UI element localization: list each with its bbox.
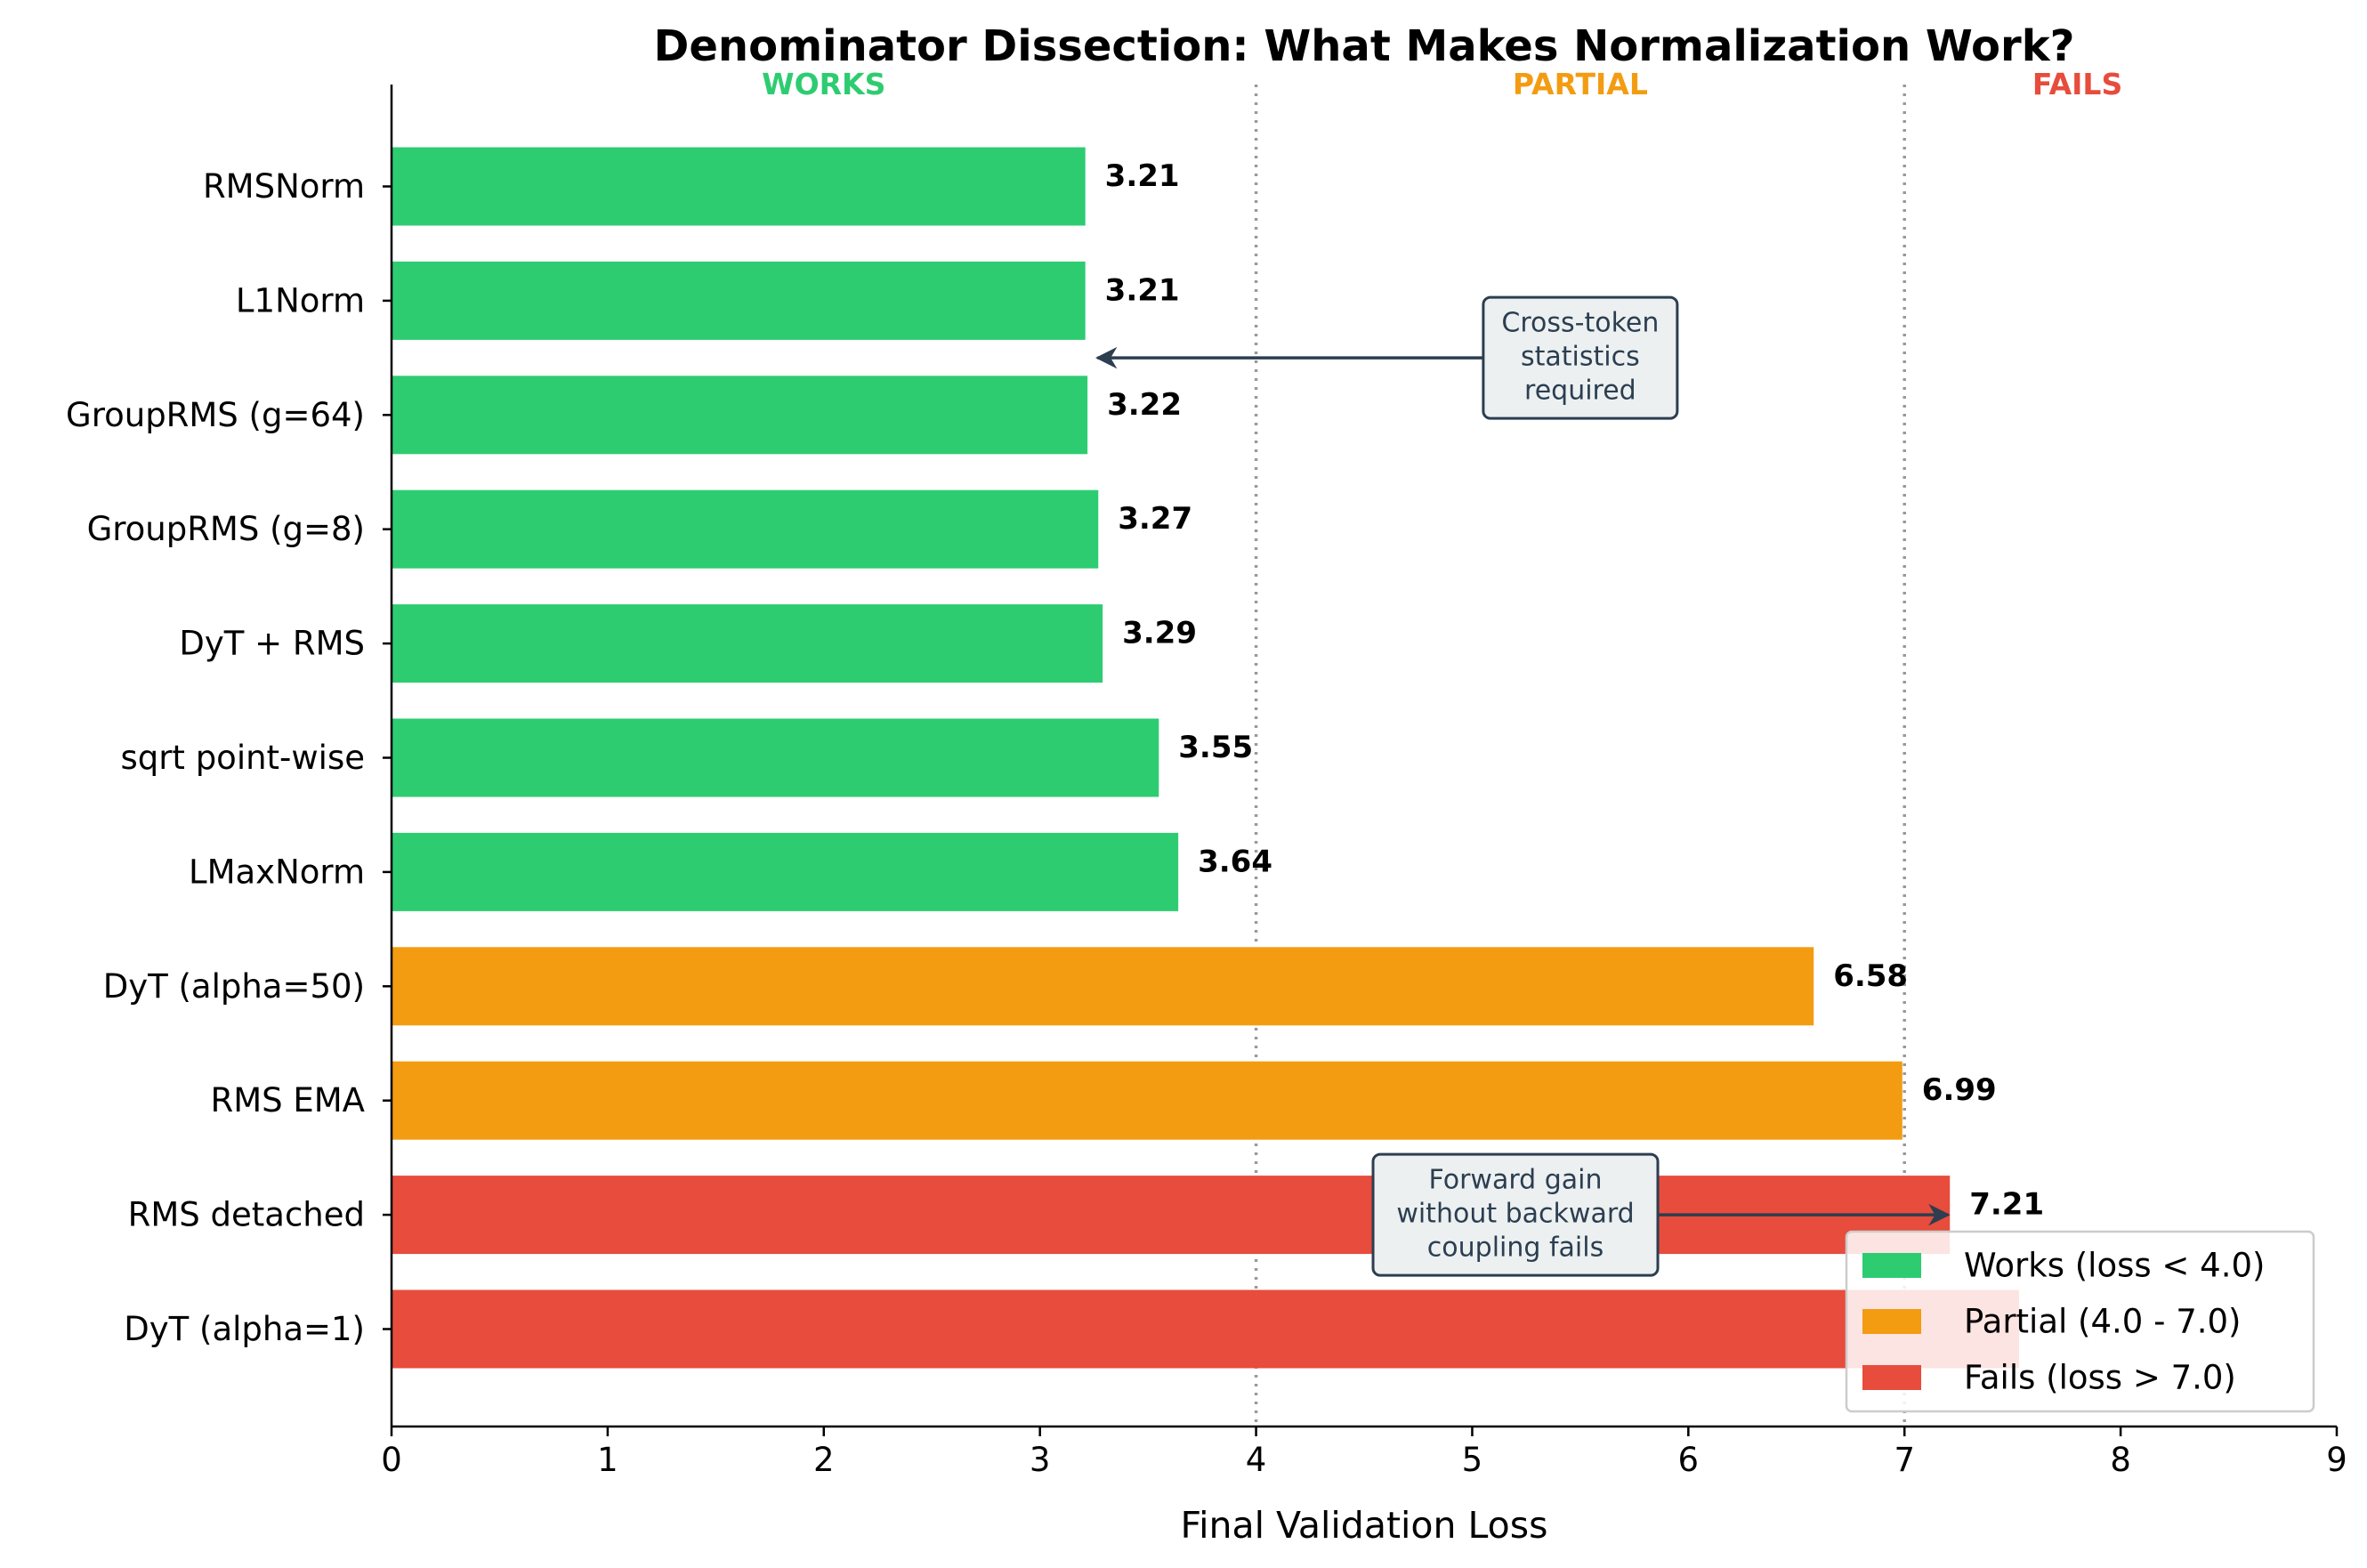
x-tick-label: 6 (1678, 1441, 1700, 1479)
category-label: GroupRMS (g=64) (66, 396, 365, 434)
chart-title: Denominator Dissection: What Makes Norma… (654, 21, 2075, 71)
value-label: 3.22 (1107, 387, 1182, 423)
value-label: 7.21 (1969, 1187, 2044, 1223)
value-label: 6.99 (1922, 1072, 1997, 1108)
legend-label: Works (loss < 4.0) (1964, 1247, 2265, 1285)
zone-label-partial: PARTIAL (1513, 67, 1648, 101)
value-label: 6.58 (1833, 958, 1908, 994)
legend-swatch (1862, 1309, 1921, 1334)
annotation-box (1482, 295, 1679, 420)
bar (392, 261, 1086, 340)
x-tick-label: 4 (1246, 1441, 1267, 1479)
x-tick-label: 9 (2326, 1441, 2347, 1479)
category-label: DyT (alpha=1) (124, 1310, 365, 1348)
category-label: LMaxNorm (189, 853, 365, 891)
annotation-box (1371, 1152, 1660, 1277)
annotation-text: coupling fails (1427, 1232, 1604, 1263)
value-label: 3.27 (1118, 501, 1192, 537)
value-label: 3.55 (1178, 730, 1253, 765)
category-label: L1Norm (236, 281, 365, 319)
legend-swatch (1862, 1365, 1921, 1390)
x-tick-label: 8 (2110, 1441, 2131, 1479)
x-tick-label: 5 (1462, 1441, 1483, 1479)
annotation-text: required (1524, 375, 1636, 406)
value-label: 3.21 (1105, 272, 1180, 308)
bar (392, 1061, 1902, 1140)
value-label: 3.29 (1122, 616, 1197, 651)
x-tick-label: 0 (381, 1441, 402, 1479)
x-tick-label: 2 (813, 1441, 835, 1479)
value-label: 3.64 (1198, 844, 1272, 879)
zone-label-fails: FAILS (2032, 67, 2122, 101)
annotation-text: Forward gain (1429, 1164, 1603, 1195)
category-label: GroupRMS (g=8) (87, 510, 365, 548)
bar-layer: 3.21 3.21 3.22 3.27 3.29 3.55 3.64 6.58 6.99 7.21 (392, 147, 2044, 1369)
annotation-text: Cross-token (1501, 307, 1659, 338)
bar (392, 1289, 2019, 1369)
annotation-text: statistics (1521, 341, 1640, 372)
bar (392, 718, 1159, 797)
zone-layer: WORKS PARTIAL FAILS (762, 67, 2122, 1427)
category-label: RMSNorm (203, 167, 365, 206)
category-label: DyT (alpha=50) (103, 967, 365, 1006)
x-tick-label: 1 (597, 1441, 618, 1479)
category-label: DyT + RMS (179, 625, 365, 663)
legend-label: Fails (loss > 7.0) (1964, 1359, 2236, 1397)
legend: Works (loss < 4.0) Partial (4.0 - 7.0) Fai… (1845, 1230, 2315, 1413)
x-axis-label: Final Validation Loss (1181, 1504, 1548, 1547)
bar (392, 147, 1086, 226)
x-tick-label: 3 (1030, 1441, 1051, 1479)
category-label: sqrt point-wise (120, 739, 365, 777)
zone-label-works: WORKS (762, 67, 885, 101)
x-tick-label: 7 (1894, 1441, 1915, 1479)
category-label: RMS EMA (211, 1081, 366, 1119)
value-label: 3.21 (1105, 158, 1180, 194)
legend-swatch (1862, 1253, 1921, 1278)
category-label: RMS detached (128, 1196, 365, 1234)
bar (392, 604, 1103, 683)
annotation-text: without backward (1396, 1198, 1634, 1229)
legend-box (1845, 1230, 2315, 1413)
axes-layer: RMSNorm L1Norm GroupRMS (g=64) GroupRMS (g=… (66, 85, 2347, 1479)
legend-label: Partial (4.0 - 7.0) (1964, 1303, 2241, 1341)
bar (392, 832, 1179, 911)
bar (392, 489, 1099, 569)
bar (392, 947, 1814, 1026)
bar (392, 376, 1088, 455)
